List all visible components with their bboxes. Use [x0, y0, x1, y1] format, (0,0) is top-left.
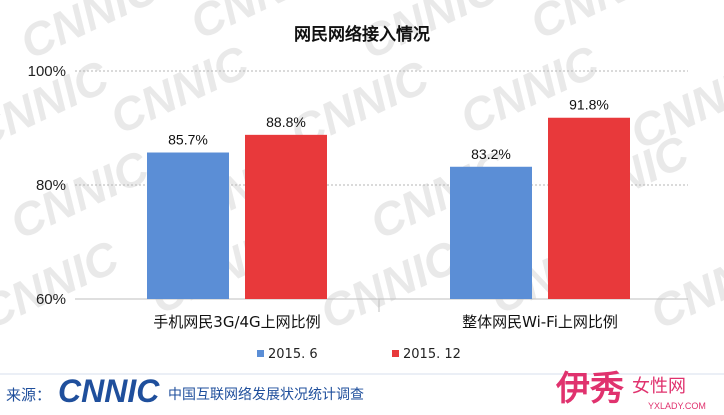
category-label: 整体网民Wi-Fi上网比例: [462, 313, 618, 331]
bar-value-label: 85.7%: [168, 132, 208, 148]
legend: 2015. 6 2015. 12: [257, 347, 461, 362]
bar-series: [147, 117, 630, 300]
watermark-text: CNNIC: [0, 230, 127, 339]
watermark-text: CNNIC: [642, 230, 724, 339]
category-label: 手机网民3G/4G上网比例: [153, 313, 320, 331]
watermark-text: CNNIC: [2, 140, 157, 249]
bar: [147, 152, 229, 299]
bar: [450, 166, 532, 299]
legend-swatch: [257, 350, 264, 357]
watermark-text: CNNIC: [522, 0, 677, 49]
legend-swatch: [392, 350, 399, 357]
y-axis-ticks: 60% 80% 100%: [28, 63, 66, 308]
source-label: 来源：: [6, 386, 51, 404]
y-tick-label: 100%: [28, 63, 66, 80]
source-description: 中国互联网络发展状况统计调查: [168, 387, 364, 403]
corner-brand-url: YXLADY.COM: [648, 401, 706, 411]
bar-value-label: 83.2%: [471, 146, 511, 162]
chart-title: 网民网络接入情况: [294, 24, 430, 45]
bar: [245, 134, 327, 299]
cnnic-logo: CNNIC: [58, 373, 160, 409]
legend-label: 2015. 6: [268, 347, 318, 362]
corner-brand-logo: 伊秀: [555, 369, 624, 409]
watermark-text: CNNIC: [102, 35, 257, 144]
bar: [548, 117, 630, 300]
legend-label: 2015. 12: [403, 347, 461, 362]
corner-brand-name: 女性网: [632, 376, 686, 397]
bar-value-label: 91.8%: [569, 97, 609, 113]
y-tick-label: 60%: [36, 291, 66, 308]
data-labels: 85.7% 88.8% 83.2% 91.8%: [168, 97, 609, 162]
category-labels: 手机网民3G/4G上网比例 整体网民Wi-Fi上网比例: [153, 313, 618, 331]
y-tick-label: 80%: [36, 177, 66, 194]
bar-value-label: 88.8%: [266, 114, 306, 130]
